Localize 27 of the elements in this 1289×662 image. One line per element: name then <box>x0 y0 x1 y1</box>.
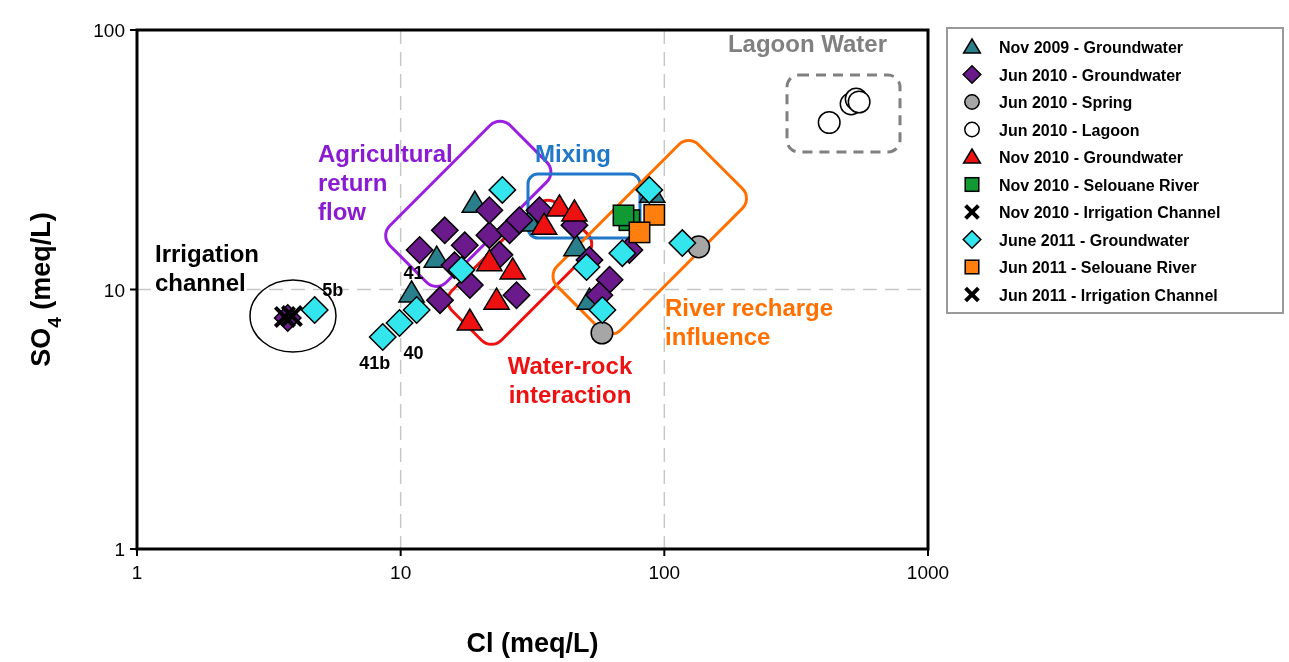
y-tick-label: 100 <box>93 20 125 41</box>
annotation: Irrigation channel <box>155 240 260 296</box>
x-tick-label: 1 <box>131 562 143 583</box>
legend-label: Nov 2010 - Groundwater <box>999 149 1184 166</box>
y-tick-label: 1 <box>114 539 125 560</box>
legend-label: Jun 2010 - Spring <box>999 94 1133 111</box>
annotation: 40 <box>403 342 424 363</box>
legend-label: Nov 2010 - Selouane River <box>999 176 1200 194</box>
x-tick-label: 1000 <box>906 562 950 583</box>
x-tick-label: 10 <box>390 562 412 583</box>
x-axis-title: Cl (meq/L) <box>466 628 599 658</box>
legend-label: Jun 2011 - Irrigation Channel <box>999 286 1218 304</box>
annotation: 41b <box>359 353 391 374</box>
annotation: Water-rock interaction <box>507 352 633 408</box>
legend-label: Nov 2009 - Groundwater <box>999 39 1184 56</box>
annotation: 5b <box>322 279 344 300</box>
annotation: Agricultural return flow <box>318 140 453 225</box>
legend-label: Nov 2010 - Irrigation Channel <box>999 204 1221 221</box>
y-tick-label: 10 <box>103 279 125 301</box>
legend-label: Jun 2010 - Lagoon <box>999 121 1140 139</box>
x-tick-label: 100 <box>648 562 681 583</box>
annotation: Lagoon Water <box>727 30 887 57</box>
legend-label: June 2011 - Groundwater <box>999 231 1190 249</box>
legend-label: Jun 2010 - Groundwater <box>999 66 1182 84</box>
legend-label: Jun 2011 - Selouane River <box>999 259 1197 276</box>
annotation: Mixing <box>535 140 611 167</box>
annotation: River recharge influence <box>665 294 834 350</box>
